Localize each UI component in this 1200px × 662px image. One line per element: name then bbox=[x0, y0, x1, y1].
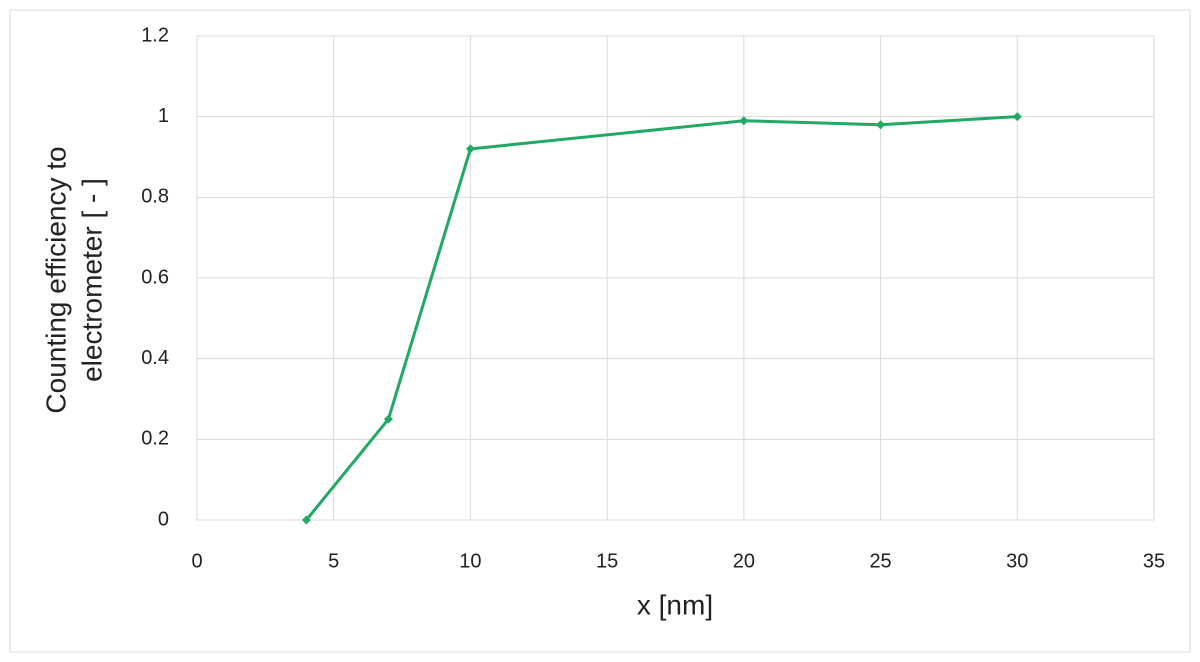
x-tick-label: 25 bbox=[869, 550, 891, 572]
y-tick-label: 0.2 bbox=[141, 428, 169, 450]
x-tick-label: 15 bbox=[596, 550, 618, 572]
y-tick-label: 0.6 bbox=[141, 266, 169, 288]
data-point bbox=[383, 414, 393, 424]
x-tick-label: 30 bbox=[1006, 550, 1028, 572]
x-tick-label: 5 bbox=[328, 550, 339, 572]
y-tick-label: 0 bbox=[158, 508, 169, 530]
data-point bbox=[301, 515, 311, 525]
x-tick-label: 0 bbox=[191, 550, 202, 572]
y-tick-label: 1.2 bbox=[141, 24, 169, 46]
x-tick-label: 35 bbox=[1143, 550, 1165, 572]
data-point bbox=[876, 120, 886, 130]
y-axis-title: Counting efficiency to electrometer [ - … bbox=[40, 146, 107, 413]
y-tick-label: 0.4 bbox=[141, 347, 169, 369]
x-tick-label: 10 bbox=[459, 550, 481, 572]
data-point bbox=[465, 144, 475, 154]
data-point bbox=[1012, 112, 1022, 122]
x-tick-label: 20 bbox=[733, 550, 755, 572]
data-line bbox=[305, 115, 1018, 521]
y-tick-label: 0.8 bbox=[141, 186, 169, 208]
data-point bbox=[739, 116, 749, 126]
y-axis-title-line: electrometer [ - ] bbox=[76, 178, 107, 382]
y-axis-title-line: Counting efficiency to bbox=[40, 146, 71, 413]
x-axis-title: x [nm] bbox=[637, 589, 713, 620]
y-tick-label: 1 bbox=[158, 105, 169, 127]
